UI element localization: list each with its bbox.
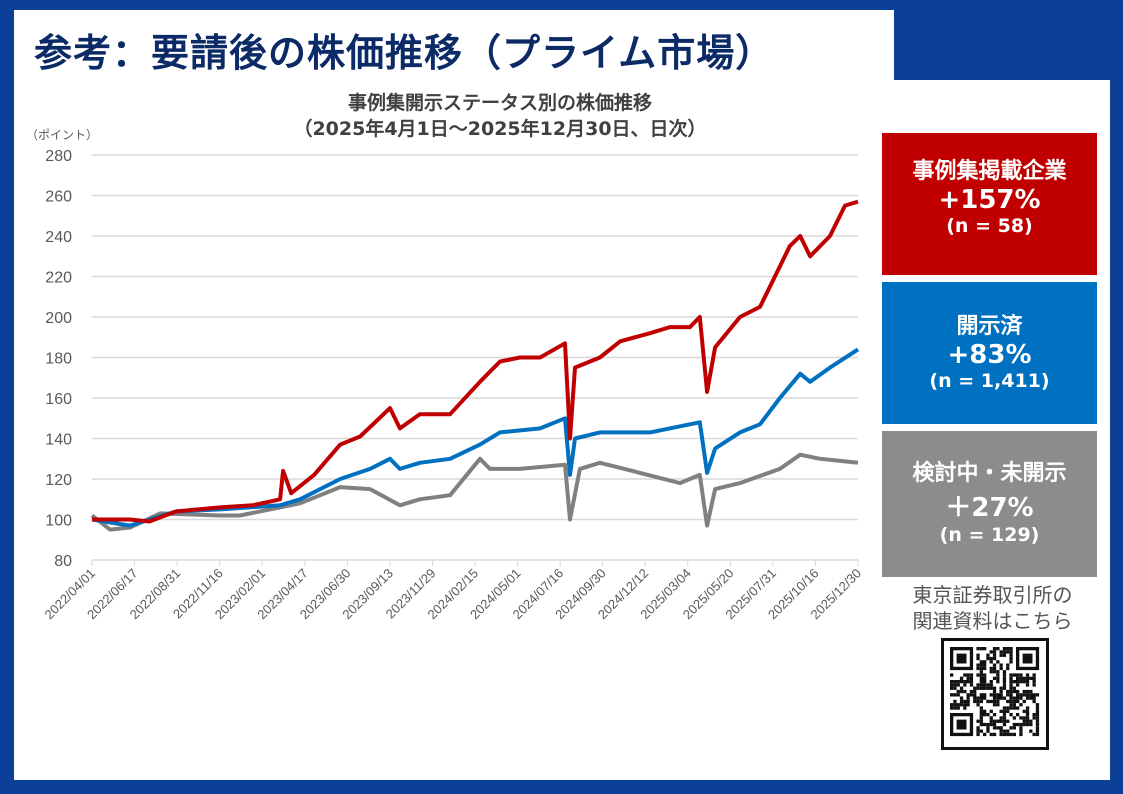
- legend-n: (n = 58): [946, 215, 1033, 237]
- y-tick-label: 200: [45, 310, 72, 327]
- y-tick-label: 80: [54, 553, 72, 570]
- title-box: 参考：要請後の株価推移（プライム市場）: [14, 10, 894, 82]
- y-tick-label: 240: [45, 229, 72, 246]
- page-title: 参考：要請後の株価推移（プライム市場）: [34, 31, 775, 75]
- legend-box-featured: 事例集掲載企業 +157% (n = 58): [882, 133, 1097, 275]
- tse-link-text: 東京証券取引所の 関連資料はこちら: [885, 582, 1100, 634]
- legend-pct: ＋27%: [945, 493, 1034, 523]
- chart-title-block: 事例集開示ステータス別の株価推移 （2025年4月1日～2025年12月30日、…: [0, 90, 1000, 142]
- series-line-1: [91, 347, 860, 528]
- y-tick-label: 100: [45, 513, 72, 530]
- line-chart: 80100120140160180200220240260280（ポイント）20…: [26, 128, 864, 622]
- y-tick-label: 160: [45, 391, 72, 408]
- tse-text-line2: 関連資料はこちら: [912, 609, 1073, 633]
- y-tick-label: 140: [45, 432, 72, 449]
- legend-n: (n = 129): [939, 524, 1040, 546]
- legend-pct: +157%: [938, 185, 1041, 215]
- y-tick-label: 120: [45, 472, 72, 489]
- legend-name: 事例集掲載企業: [912, 159, 1067, 184]
- series-line-2: [90, 452, 859, 532]
- legend-box-disclosed: 開示済 +83% (n = 1,411): [882, 282, 1097, 424]
- tse-text-line1: 東京証券取引所の: [912, 583, 1073, 607]
- chart-title: 事例集開示ステータス別の株価推移: [347, 92, 652, 114]
- y-tick-label: 180: [45, 351, 72, 368]
- legend-n: (n = 1,411): [929, 370, 1050, 392]
- qr-code[interactable]: [941, 638, 1049, 750]
- qr-code-icon: [950, 647, 1040, 737]
- y-tick-label: 280: [45, 148, 72, 165]
- legend-box-undisclosed: 検討中・未開示 ＋27% (n = 129): [882, 431, 1097, 577]
- y-tick-label: 220: [45, 270, 72, 287]
- legend-name: 検討中・未開示: [912, 461, 1067, 486]
- y-axis-label: （ポイント）: [26, 128, 98, 142]
- series-line-0: [92, 199, 859, 524]
- legend-pct: +83%: [947, 340, 1032, 370]
- legend-name: 開示済: [956, 314, 1023, 339]
- chart-subtitle: （2025年4月1日～2025年12月30日、日次）: [293, 118, 707, 140]
- y-tick-label: 260: [45, 189, 72, 206]
